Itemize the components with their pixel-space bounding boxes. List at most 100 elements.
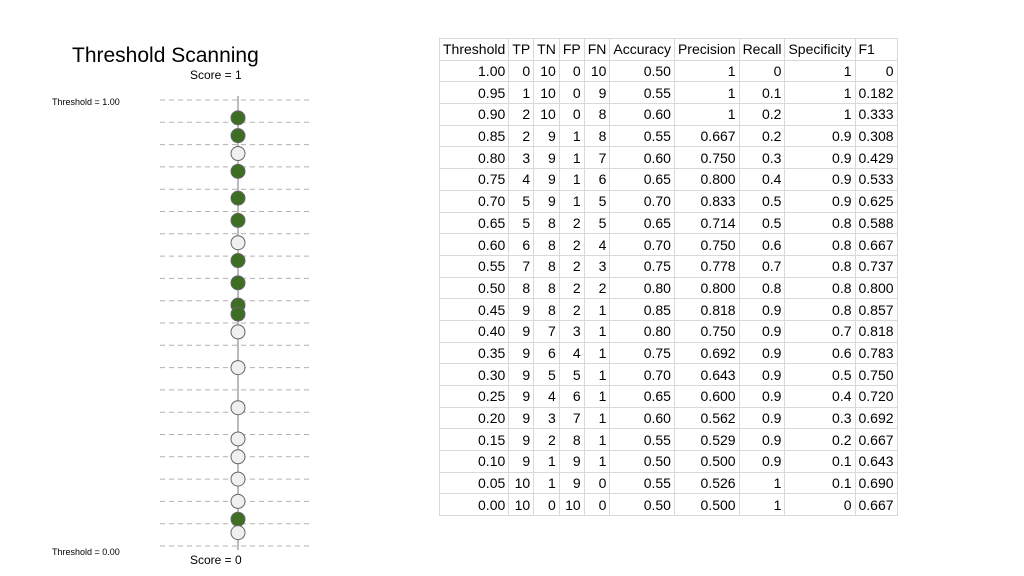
table-cell: 5 xyxy=(508,211,535,235)
table-cell: 0.625 xyxy=(854,189,898,213)
metrics-table-header: Threshold TP TN FP FN Accuracy Precision Recall… xyxy=(438,38,898,61)
table-cell: 1 xyxy=(673,103,740,126)
table-cell: 0.80 xyxy=(609,276,675,300)
table-cell: 0.750 xyxy=(673,319,740,343)
table-cell: 0.9 xyxy=(738,428,786,452)
table-cell: 10 xyxy=(533,59,560,83)
threshold-bottom-label: Threshold = 0.00 xyxy=(52,547,120,557)
table-cell: 5 xyxy=(583,211,611,235)
table-cell: 0.8 xyxy=(784,233,856,256)
table-cell: 8 xyxy=(533,211,560,235)
table-cell: 1 xyxy=(583,319,611,343)
table-cell: 0.9 xyxy=(738,406,786,430)
table-cell: 0.6 xyxy=(784,341,856,365)
table-cell: 1 xyxy=(784,103,856,126)
table-row: 0.45 9 8 2 1 0.85 0.818 0.9 0.8 0.857 xyxy=(438,298,898,321)
table-cell: 8 xyxy=(508,276,535,300)
table-row: 0.55 7 8 2 3 0.75 0.778 0.7 0.8 0.737 xyxy=(438,254,898,278)
table-cell: 1 xyxy=(738,471,786,495)
positive-sample-dot xyxy=(230,253,246,269)
table-cell: 0.20 xyxy=(438,406,510,430)
table-cell: 0.8 xyxy=(738,276,786,300)
table-cell: 9 xyxy=(508,298,535,321)
table-cell: 1 xyxy=(583,406,611,430)
table-cell: 0.50 xyxy=(438,276,510,300)
table-cell: 9 xyxy=(533,189,560,213)
table-cell: 1 xyxy=(558,124,585,148)
table-cell: 7 xyxy=(533,319,560,343)
table-cell: 0.690 xyxy=(854,471,898,495)
table-cell: 1.00 xyxy=(438,59,510,83)
table-cell: 0.55 xyxy=(609,428,675,452)
table-cell: 0.529 xyxy=(673,428,740,452)
column-header: Specificity xyxy=(784,38,856,61)
table-row: 0.50 8 8 2 2 0.80 0.800 0.8 0.8 0.800 xyxy=(438,276,898,300)
table-cell: 1 xyxy=(738,493,786,517)
table-cell: 1 xyxy=(583,385,611,408)
table-cell: 0 xyxy=(558,81,585,105)
table-row: 0.15 9 2 8 1 0.55 0.529 0.9 0.2 0.667 xyxy=(438,428,898,452)
table-cell: 0.800 xyxy=(673,276,740,300)
table-cell: 1 xyxy=(673,81,740,105)
table-cell: 0.65 xyxy=(609,211,675,235)
table-cell: 2 xyxy=(508,124,535,148)
table-cell: 1 xyxy=(784,81,856,105)
table-cell: 0.500 xyxy=(673,450,740,473)
table-cell: 10 xyxy=(558,493,585,517)
table-cell: 5 xyxy=(533,363,560,386)
table-cell: 6 xyxy=(558,385,585,408)
table-cell: 0.90 xyxy=(438,103,510,126)
table-cell: 0.7 xyxy=(784,319,856,343)
table-cell: 9 xyxy=(508,428,535,452)
table-cell: 4 xyxy=(583,233,611,256)
table-cell: 0.737 xyxy=(854,254,898,278)
table-cell: 0.9 xyxy=(738,450,786,473)
table-cell: 0.4 xyxy=(784,385,856,408)
table-cell: 1 xyxy=(508,81,535,105)
diagram-title: Threshold Scanning xyxy=(72,44,259,67)
table-cell: 0.818 xyxy=(854,319,898,343)
table-cell: 0.5 xyxy=(738,189,786,213)
table-row: 0.70 5 9 1 5 0.70 0.833 0.5 0.9 0.625 xyxy=(438,189,898,213)
negative-sample-dot xyxy=(230,493,246,509)
table-cell: 3 xyxy=(558,319,585,343)
column-header: F1 xyxy=(854,38,898,61)
table-cell: 0.750 xyxy=(854,363,898,386)
table-cell: 0.55 xyxy=(609,471,675,495)
table-cell: 7 xyxy=(508,254,535,278)
table-cell: 1 xyxy=(583,341,611,365)
table-cell: 0.15 xyxy=(438,428,510,452)
table-cell: 6 xyxy=(508,233,535,256)
table-cell: 1 xyxy=(558,168,585,191)
column-header: Recall xyxy=(738,38,786,61)
table-cell: 8 xyxy=(533,276,560,300)
table-cell: 0.00 xyxy=(438,493,510,517)
table-cell: 0 xyxy=(533,493,560,517)
table-row: 0.30 9 5 5 1 0.70 0.643 0.9 0.5 0.750 xyxy=(438,363,898,386)
score-bottom-label: Score = 0 xyxy=(190,553,242,567)
negative-sample-dot xyxy=(230,400,246,416)
table-cell: 0.9 xyxy=(784,168,856,191)
table-cell: 2 xyxy=(533,428,560,452)
table-cell: 10 xyxy=(508,493,535,517)
table-cell: 0.1 xyxy=(738,81,786,105)
table-cell: 1 xyxy=(583,450,611,473)
table-cell: 8 xyxy=(583,103,611,126)
table-cell: 0 xyxy=(583,493,611,517)
table-cell: 0.9 xyxy=(784,189,856,213)
table-cell: 0.80 xyxy=(609,319,675,343)
positive-sample-dot xyxy=(230,128,246,144)
table-cell: 4 xyxy=(508,168,535,191)
table-cell: 0.800 xyxy=(854,276,898,300)
positive-sample-dot xyxy=(230,212,246,228)
table-row: 0.90 2 10 0 8 0.60 1 0.2 1 0.333 xyxy=(438,103,898,126)
table-cell: 0.600 xyxy=(673,385,740,408)
table-cell: 0.714 xyxy=(673,211,740,235)
table-cell: 5 xyxy=(558,363,585,386)
table-cell: 0.95 xyxy=(438,81,510,105)
table-cell: 0.85 xyxy=(438,124,510,148)
table-cell: 0.50 xyxy=(609,493,675,517)
table-cell: 0 xyxy=(558,103,585,126)
table-cell: 0 xyxy=(558,59,585,83)
table-cell: 0.60 xyxy=(609,146,675,170)
